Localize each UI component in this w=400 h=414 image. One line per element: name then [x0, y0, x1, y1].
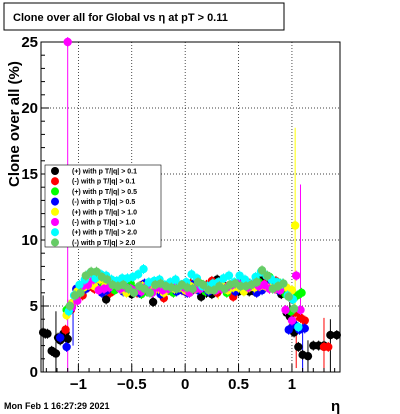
legend-label: (-) with p T/|q| > 2.0 [72, 240, 135, 247]
data-point [61, 325, 70, 334]
data-point [290, 221, 300, 230]
data-point [63, 334, 72, 344]
timestamp: Mon Feb 1 16:27:29 2021 [4, 401, 110, 411]
data-point [65, 301, 75, 311]
legend-marker [51, 187, 59, 196]
x-axis-title: η [331, 398, 340, 414]
legend-label: (+) with p T/|q| > 0.5 [72, 189, 137, 196]
data-point [103, 275, 112, 284]
series-8 [65, 265, 299, 314]
data-point [294, 322, 303, 332]
data-point [139, 264, 148, 274]
data-point [324, 342, 333, 352]
data-point [300, 324, 309, 333]
data-point [43, 329, 52, 338]
data-point [199, 280, 208, 290]
y-tick-label: 25 [21, 34, 38, 51]
data-point [303, 351, 313, 361]
data-point [263, 271, 272, 280]
data-point [63, 37, 72, 47]
data-point [326, 330, 335, 340]
title-box [3, 2, 285, 31]
data-point [51, 349, 61, 358]
data-point [292, 271, 301, 280]
data-points [38, 37, 341, 362]
data-point [300, 316, 309, 325]
data-point [133, 270, 143, 279]
data-point [257, 266, 267, 275]
data-point [279, 279, 288, 288]
legend-box [44, 164, 162, 248]
x-tick-label: −0.5 [117, 376, 147, 393]
data-point [62, 342, 71, 352]
data-point [188, 284, 197, 294]
y-tick-label: 0 [30, 364, 38, 381]
legend-marker [51, 218, 59, 226]
legend: (+) with p T/|q| > 0.1 (-) with p T/|q| >… [51, 167, 137, 247]
data-point [296, 305, 305, 315]
data-point [332, 330, 341, 340]
data-point [92, 267, 101, 276]
data-point [101, 295, 111, 304]
data-point [289, 304, 299, 313]
data-point [284, 325, 293, 334]
data-point [171, 275, 180, 284]
y-tick-label: 20 [21, 100, 38, 117]
legend-marker [51, 197, 59, 206]
data-point [148, 297, 158, 307]
y-axis-title: Clone over all (%) [6, 61, 23, 187]
data-point [294, 342, 303, 352]
data-point [145, 288, 155, 297]
legend-label: (+) with p T/|q| > 2.0 [72, 230, 137, 237]
data-point [287, 316, 297, 325]
data-point [76, 288, 85, 297]
legend-marker [51, 167, 59, 175]
legend-label: (+) with p T/|q| > 1.0 [72, 209, 137, 216]
chart-title: Clone over all for Global vs η at pT > 0… [13, 12, 228, 24]
data-point [129, 288, 139, 297]
legend-marker [51, 228, 59, 237]
legend-marker [51, 177, 59, 186]
data-point [224, 271, 234, 280]
data-point [284, 292, 293, 301]
data-point [297, 288, 306, 297]
x-tick-label: 0.5 [228, 376, 249, 393]
y-tick-label: 10 [21, 232, 38, 249]
y-tick-label: 5 [30, 298, 38, 315]
x-tick-label: 1 [288, 376, 296, 393]
legend-marker [51, 207, 59, 216]
data-point [281, 305, 290, 315]
legend-marker [51, 238, 59, 247]
data-point [56, 333, 65, 342]
x-tick-label: 0 [181, 376, 189, 393]
legend-label: (-) with p T/|q| > 0.1 [72, 179, 135, 186]
data-point [252, 278, 261, 287]
legend-label: (-) with p T/|q| > 1.0 [72, 220, 135, 227]
x-tick-label: −1 [70, 376, 87, 393]
legend-label: (+) with p T/|q| > 0.1 [72, 169, 137, 176]
legend-label: (-) with p T/|q| > 0.5 [72, 199, 135, 206]
y-tick-label: 15 [21, 166, 38, 183]
data-point [75, 280, 84, 290]
